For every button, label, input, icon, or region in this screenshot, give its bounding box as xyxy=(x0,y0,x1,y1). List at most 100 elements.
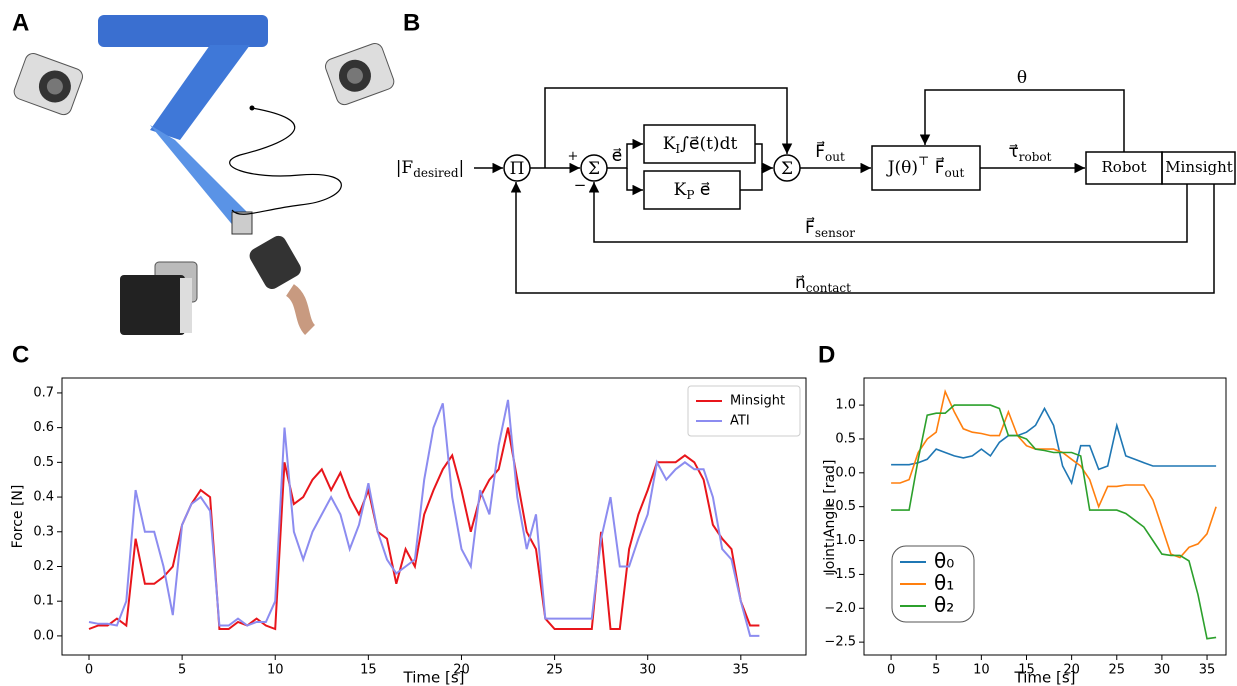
label-part: − xyxy=(574,176,587,194)
x-tick-label: 25 xyxy=(1108,663,1125,678)
x-tick-label: 15 xyxy=(1018,663,1035,678)
y-tick-label: −1.0 xyxy=(824,533,856,548)
y-tick-label: 0.0 xyxy=(835,465,856,480)
diagram-label: τ⃗robot xyxy=(1009,142,1052,164)
legend-box xyxy=(891,545,975,623)
label-part: robot xyxy=(1019,150,1052,164)
x-tick-label: 5 xyxy=(932,663,940,678)
y-tick-label: 0.0 xyxy=(33,628,54,643)
y-tick-label: 0.5 xyxy=(33,455,54,470)
x-tick-label: 10 xyxy=(973,663,990,678)
label-part: F⃗ xyxy=(805,216,815,237)
panel-label: D xyxy=(818,341,835,368)
label-part: Robot xyxy=(1102,158,1147,176)
label-part: P xyxy=(686,188,694,202)
diagram-label: Π xyxy=(510,159,525,179)
label-part: F⃗ xyxy=(815,140,825,161)
label-part: | xyxy=(459,158,465,178)
label-part: Σ xyxy=(781,159,793,179)
label-part: n⃗ xyxy=(795,273,806,293)
diagram-label: + xyxy=(568,149,579,164)
label-part: desired xyxy=(413,166,459,180)
label-part: ⊤ xyxy=(918,154,929,168)
legend-label: ATI xyxy=(730,414,750,429)
x-tick-label: 5 xyxy=(178,663,186,678)
legend-box xyxy=(687,385,801,437)
x-tick-label: 0 xyxy=(887,663,895,678)
diagram-label: KP e⃗ xyxy=(674,180,711,202)
panel-label: B xyxy=(403,9,420,36)
label-part: θ xyxy=(1017,68,1027,88)
x-tick-label: 20 xyxy=(453,663,470,678)
label-part: e⃗ xyxy=(694,180,710,200)
x-tick-label: 30 xyxy=(1154,663,1171,678)
diagram-label: n⃗contact xyxy=(795,273,851,295)
series-line xyxy=(88,427,760,631)
x-tick-label: 35 xyxy=(1199,663,1216,678)
y-tick-label: −2.0 xyxy=(824,601,856,616)
x-tick-label: 25 xyxy=(546,663,563,678)
y-tick-label: 0.2 xyxy=(33,559,54,574)
y-axis-label: Force [N] xyxy=(10,485,26,549)
label-part: contact xyxy=(806,281,851,295)
plot-frame xyxy=(61,377,807,656)
diagram-label: F⃗sensor xyxy=(805,216,855,239)
plot-frame xyxy=(863,377,1227,656)
label-part: |F xyxy=(396,158,414,178)
y-tick-label: 0.7 xyxy=(33,385,54,400)
label-part: out xyxy=(945,166,965,180)
series-line xyxy=(88,399,760,637)
series-line xyxy=(891,406,1217,486)
legend-label: θ₀ xyxy=(934,549,954,573)
label-part: ∫e⃗(t)dt xyxy=(680,134,737,154)
panel-label: A xyxy=(12,9,29,36)
y-tick-label: 0.5 xyxy=(835,431,856,446)
y-tick-label: −2.5 xyxy=(824,635,856,650)
x-tick-label: 35 xyxy=(733,663,750,678)
label-part: τ⃗ xyxy=(1009,142,1019,162)
label-part: K xyxy=(663,134,676,154)
diagram-label: Σ xyxy=(588,159,600,179)
y-axis-label: Joint Angle [rad] xyxy=(822,460,838,575)
x-axis-label: Time [s] xyxy=(403,669,465,686)
y-tick-label: 0.1 xyxy=(33,594,54,609)
label-part: Σ xyxy=(588,159,600,179)
label-part: + xyxy=(568,149,579,164)
label-part: I xyxy=(675,142,680,156)
x-tick-label: 15 xyxy=(360,663,377,678)
label-part: out xyxy=(825,150,845,164)
label-part: sensor xyxy=(815,226,855,240)
series-line xyxy=(891,404,1217,640)
series-line xyxy=(891,388,1217,559)
legend-label: θ₂ xyxy=(934,593,954,617)
label-part: K xyxy=(674,180,687,200)
y-tick-label: −0.5 xyxy=(824,499,856,514)
diagram-label: KI∫e⃗(t)dt xyxy=(663,134,738,156)
diagram-label: Σ xyxy=(781,159,793,179)
x-tick-label: 0 xyxy=(85,663,93,678)
label-part: Minsight xyxy=(1165,158,1233,176)
robot-illustration xyxy=(13,15,395,335)
block-diagram xyxy=(474,87,1236,294)
diagram-label: |Fdesired| xyxy=(396,158,465,180)
diagram-label: θ xyxy=(1017,68,1027,88)
y-tick-label: 1.0 xyxy=(835,398,856,413)
y-tick-label: 0.3 xyxy=(33,524,54,539)
x-tick-label: 20 xyxy=(1063,663,1080,678)
diagram-label: F⃗out xyxy=(815,140,845,163)
label-part: Π xyxy=(510,159,525,179)
y-tick-label: 0.6 xyxy=(33,420,54,435)
x-tick-label: 10 xyxy=(267,663,284,678)
panel-label: C xyxy=(12,341,29,368)
legend-label: θ₁ xyxy=(934,571,954,595)
diagram-label: Minsight xyxy=(1165,158,1233,176)
y-tick-label: −1.5 xyxy=(824,567,856,582)
diagram-label: Robot xyxy=(1102,158,1147,176)
diagram-label: e⃗ xyxy=(612,146,622,166)
x-axis-label: Time [s] xyxy=(1014,669,1076,686)
y-tick-label: 0.4 xyxy=(33,490,54,505)
label-part: J(θ) xyxy=(886,158,918,178)
legend-label: Minsight xyxy=(730,394,785,409)
x-tick-label: 30 xyxy=(639,663,656,678)
